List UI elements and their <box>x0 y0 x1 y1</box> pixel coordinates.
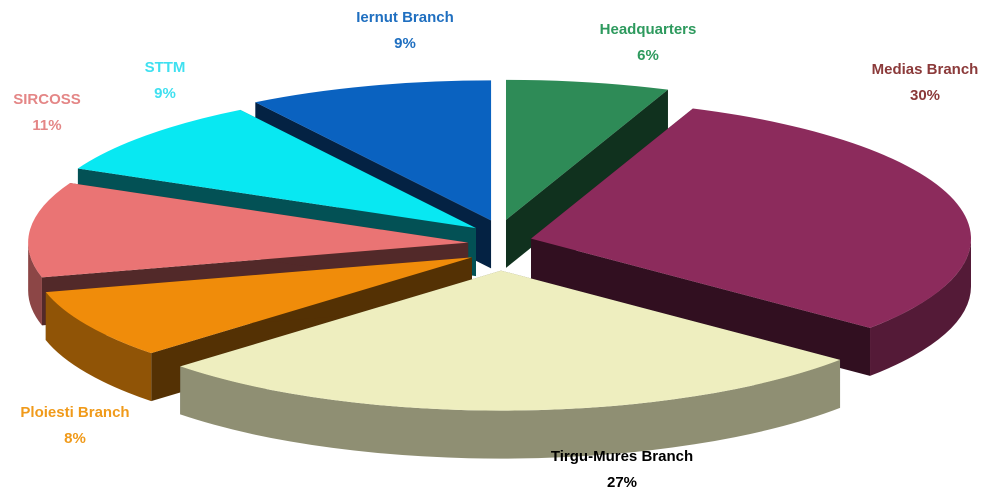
slice <box>28 182 469 278</box>
slice-label: Medias Branch <box>872 61 979 78</box>
slice-label: STTM <box>145 59 186 76</box>
slice <box>255 80 492 221</box>
value-label: 9% <box>394 35 416 52</box>
value-label: 6% <box>637 47 659 64</box>
slice-label: SIRCOSS <box>13 91 81 108</box>
value-label: 8% <box>64 430 86 447</box>
slice <box>180 270 841 411</box>
slice-radial-side <box>530 238 871 376</box>
value-label: 30% <box>910 87 940 104</box>
slice <box>530 108 971 328</box>
slice <box>505 79 668 220</box>
slice-radial-side <box>505 89 668 268</box>
slice-group <box>505 79 668 268</box>
slice-outer-side <box>45 292 152 402</box>
slice-group <box>180 270 841 459</box>
slice-outer-side <box>870 238 971 376</box>
slice <box>45 257 472 354</box>
slice-label: Iernut Branch <box>356 9 454 26</box>
value-label: 9% <box>154 85 176 102</box>
slice-outer-side <box>180 359 841 459</box>
slice-label: Ploiesti Branch <box>20 404 129 421</box>
value-label: 11% <box>32 117 61 134</box>
slice-group <box>530 108 971 376</box>
slice-outer-side <box>28 242 42 326</box>
slice <box>77 109 476 229</box>
value-label: 27% <box>607 474 637 488</box>
slice-label: Tirgu-Mures Branch <box>551 448 693 465</box>
slice-label: Headquarters <box>600 21 697 38</box>
